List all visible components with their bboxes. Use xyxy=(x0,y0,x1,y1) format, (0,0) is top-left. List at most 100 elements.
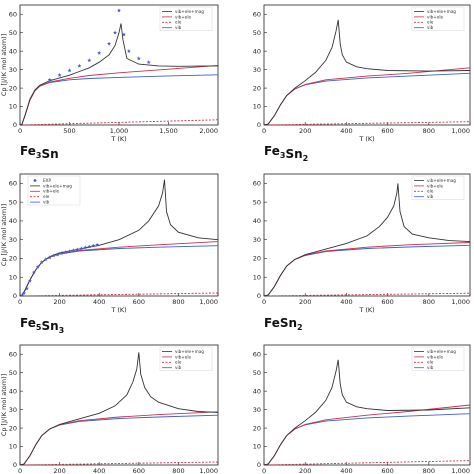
legend-label: vib+ele xyxy=(427,183,444,188)
y-tick-label: 40 xyxy=(9,47,17,55)
x-tick-label: 0 xyxy=(18,298,22,306)
x-tick-label: 0 xyxy=(262,298,266,306)
legend-label: vib+ele+mag xyxy=(175,349,204,354)
x-tick-label: 200 xyxy=(299,467,311,474)
legend-label: ele xyxy=(427,189,434,194)
panel-title: FeSn2 xyxy=(264,316,303,332)
legend-label: vib+ele xyxy=(43,189,60,194)
exp-data-point xyxy=(117,8,121,13)
exp-data-point xyxy=(75,247,80,252)
x-tick-label: 2,000 xyxy=(199,127,218,135)
exp-data-point xyxy=(67,68,72,73)
exp-data-point xyxy=(126,49,131,53)
exp-data-point xyxy=(31,270,36,275)
y-tick-label: 20 xyxy=(253,424,261,432)
legend-box xyxy=(411,6,465,31)
legend-label: vib+ele xyxy=(427,354,444,359)
exp-data-point xyxy=(122,32,126,37)
x-tick-label: 400 xyxy=(340,467,352,474)
series-line-vib-ele-mag xyxy=(20,23,218,125)
exp-data-point xyxy=(67,249,72,253)
x-tick-label: 600 xyxy=(381,298,393,306)
y-tick-label: 40 xyxy=(9,387,17,395)
y-tick-label: 60 xyxy=(253,350,261,358)
exp-data-point xyxy=(22,291,26,295)
x-tick-label: 1,000 xyxy=(110,127,129,135)
y-tick-label: 20 xyxy=(9,255,17,263)
exp-data-point xyxy=(35,264,40,269)
series-line-ele xyxy=(20,119,218,125)
series-line-ele xyxy=(20,461,218,465)
x-tick-label: 600 xyxy=(133,467,145,474)
series-line-vib-ele-mag xyxy=(264,19,470,125)
y-tick-label: 10 xyxy=(9,273,17,281)
exp-data-point xyxy=(71,248,76,253)
legend-label: vib xyxy=(43,200,50,205)
exp-data-point xyxy=(83,245,88,250)
legend-label: ele xyxy=(175,20,182,25)
x-tick-label: 400 xyxy=(93,298,105,306)
x-tick-label: 600 xyxy=(381,127,393,135)
series-line-ele xyxy=(264,460,470,465)
y-tick-label: 30 xyxy=(253,66,261,74)
y-tick-label: 10 xyxy=(9,443,17,451)
legend-label: vib+ele+mag xyxy=(427,9,456,14)
y-tick-label: 10 xyxy=(9,103,17,111)
exp-data-point xyxy=(95,242,100,247)
x-tick-label: 200 xyxy=(299,127,311,135)
y-tick-label: 0 xyxy=(257,292,261,300)
legend-box xyxy=(27,175,81,206)
exp-data-point xyxy=(107,41,112,46)
x-tick-label: 500 xyxy=(63,127,75,135)
x-tick-label: 0 xyxy=(18,467,22,474)
legend-label: vib+ele xyxy=(175,354,192,359)
x-tick-label: 600 xyxy=(133,298,145,306)
y-tick-label: 20 xyxy=(253,255,261,263)
legend-label: vib xyxy=(427,194,434,199)
y-tick-label: 60 xyxy=(9,180,17,188)
exp-data-point xyxy=(27,278,32,283)
series-line-vib-ele-mag xyxy=(20,179,218,296)
legend-box xyxy=(159,346,213,371)
x-tick-label: 400 xyxy=(93,467,105,474)
y-tick-label: 40 xyxy=(253,47,261,55)
y-tick-label: 30 xyxy=(9,406,17,414)
exp-data-point xyxy=(136,56,141,61)
data-area xyxy=(264,19,470,125)
series-line-ele xyxy=(264,292,470,296)
y-tick-label: 50 xyxy=(253,198,261,206)
exp-data-point xyxy=(51,253,56,258)
x-tick-label: 0 xyxy=(262,467,266,474)
y-axis-label: Cp [J/(K mol atom)] xyxy=(0,374,8,436)
panel-title: Fe3Sn2 xyxy=(264,144,308,163)
x-axis-label: T (K) xyxy=(358,306,374,314)
y-tick-label: 10 xyxy=(253,273,261,281)
y-tick-label: 50 xyxy=(9,369,17,377)
legend-label: ele xyxy=(427,20,434,25)
y-tick-label: 40 xyxy=(253,387,261,395)
y-tick-label: 10 xyxy=(253,443,261,451)
x-tick-label: 800 xyxy=(172,298,184,306)
legend-box xyxy=(159,6,213,31)
y-tick-label: 0 xyxy=(13,461,17,469)
legend-label: vib+ele+mag xyxy=(427,178,456,183)
exp-data-point xyxy=(87,58,92,63)
y-tick-label: 50 xyxy=(9,29,17,37)
x-axis-label: T (K) xyxy=(110,306,126,314)
y-tick-label: 60 xyxy=(9,10,17,18)
y-tick-label: 0 xyxy=(13,121,17,129)
x-axis-label: T (K) xyxy=(358,135,374,143)
y-tick-label: 0 xyxy=(257,121,261,129)
legend-label: vib+ele+mag xyxy=(43,183,72,188)
x-tick-label: 1,500 xyxy=(159,127,178,135)
legend-box xyxy=(411,175,465,200)
x-tick-label: 200 xyxy=(299,298,311,306)
